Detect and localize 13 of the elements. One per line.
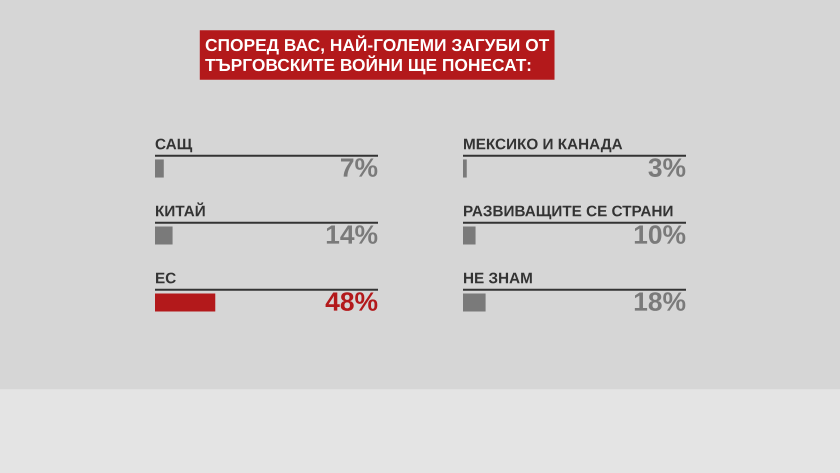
data-label: 14% xyxy=(326,225,378,244)
y-tick-label: ЕС xyxy=(156,272,176,284)
data-label: 10% xyxy=(634,225,686,244)
data-label: 7% xyxy=(340,158,378,177)
y-tick-label: МЕКСИКО И КАНАДА xyxy=(464,138,622,152)
data-label: 18% xyxy=(634,292,686,311)
data-label: 48% xyxy=(326,292,378,311)
y-tick-label: РАЗВИВАЩИТЕ СЕ СТРАНИ xyxy=(464,206,672,220)
text: СПОРЕД ВАС, НАЙ-ГОЛЕМИ ЗАГУБИ ОТ ТЪРГОВСКИТЕ ВОЙНИ ЩЕ ПОНЕСАТ: xyxy=(205,35,550,74)
y-tick-label: НЕ ЗНАМ xyxy=(464,272,532,284)
y-tick-label: САЩ xyxy=(156,138,192,152)
y-tick-label: КИТАЙ xyxy=(156,202,205,216)
data-label: 3% xyxy=(648,158,686,177)
